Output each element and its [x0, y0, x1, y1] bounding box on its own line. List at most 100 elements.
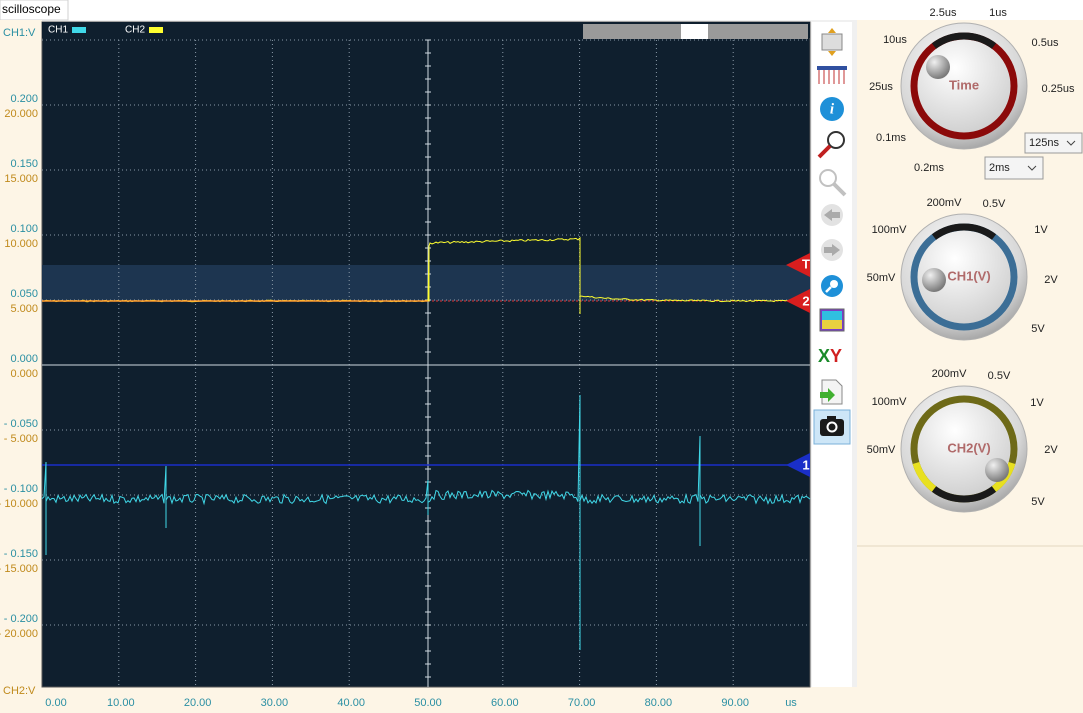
legend-swatch: [72, 27, 86, 33]
knob-title: CH1(V): [947, 268, 990, 283]
ch2-y-label: 15.000: [4, 173, 38, 185]
knob[interactable]: Time 2.5us 1us 10us 0.5us 25us 0.25us 0.1ms 0.2m…: [869, 7, 1083, 180]
color-button[interactable]: [819, 308, 845, 332]
knob-label: 0.1ms: [876, 132, 906, 144]
knob-label: 0.5V: [988, 370, 1011, 382]
x-label: 90.00: [721, 697, 749, 709]
knob-label: 25us: [869, 81, 893, 93]
ch1-y-label: 0.150: [10, 158, 38, 170]
marker-label: 2: [802, 293, 809, 308]
svg-text:Y: Y: [830, 346, 842, 366]
marker-label: T: [802, 256, 810, 271]
legend-ch2: CH2: [125, 25, 145, 36]
forward-button[interactable]: [821, 239, 843, 261]
ch2-y-label: - 20.000: [0, 628, 38, 640]
scroll-thumb[interactable]: [681, 24, 708, 39]
dropdown[interactable]: 125ns: [1024, 132, 1083, 154]
dropdown-arrow: [1066, 140, 1076, 146]
trigger-band: [42, 265, 810, 301]
knob-label: 200mV: [932, 368, 968, 380]
fit-button[interactable]: [821, 28, 843, 56]
ch2-y-label: 5.000: [10, 303, 38, 315]
ch1-marker[interactable]: 1: [786, 453, 810, 477]
axis-panel: [0, 20, 42, 713]
dropdown[interactable]: 2ms: [984, 156, 1044, 180]
knob-label: 5V: [1031, 496, 1045, 508]
x-axis-panel: [0, 687, 857, 713]
knob-indicator: [985, 458, 1009, 482]
zoom-in-button[interactable]: [817, 131, 845, 159]
knob-ring-active: [912, 461, 937, 492]
knob-label: 200mV: [927, 197, 963, 209]
dropdown-value: 125ns: [1029, 137, 1059, 149]
ch1-y-label: 0.200: [10, 93, 38, 105]
ch1-y-label: 0.100: [10, 223, 38, 235]
knob-label: 5V: [1031, 323, 1045, 335]
knob-label: 0.5V: [983, 198, 1006, 210]
tab-title: scilloscope: [2, 2, 61, 16]
dropdown-arrow: [1027, 165, 1037, 171]
ch1-y-label: - 0.200: [4, 613, 38, 625]
x-label: 0.00: [45, 697, 66, 709]
knob-title: CH2(V): [947, 440, 990, 455]
x-label: 20.00: [184, 697, 212, 709]
knob-label: 0.2ms: [914, 162, 944, 174]
x-label: 80.00: [645, 697, 673, 709]
knob-ring-dark: [931, 486, 997, 503]
x-unit: us: [785, 697, 797, 709]
ch2-y-label: 0.000: [10, 368, 38, 380]
info-button[interactable]: i: [820, 97, 844, 121]
dropdown-box: [1024, 132, 1083, 154]
knob-face: [918, 231, 1010, 323]
trigger-marker[interactable]: T: [786, 253, 810, 277]
snapshot-button[interactable]: [813, 409, 851, 445]
x-label: 40.00: [337, 697, 365, 709]
knob-label: 2V: [1044, 444, 1058, 456]
tab-bar: [0, 0, 1083, 20]
knob-label: 0.25us: [1041, 83, 1075, 95]
x-label: 70.00: [568, 697, 596, 709]
ch2-marker[interactable]: 2: [786, 289, 810, 313]
knob-ring-dark: [931, 32, 997, 49]
ch2-y-label: - 15.000: [0, 563, 38, 575]
dropdown-box: [984, 156, 1044, 180]
ch2-y-label: - 5.000: [4, 433, 38, 445]
knob-label: 50mV: [867, 272, 896, 284]
knob-label: 100mV: [872, 396, 908, 408]
legend-ch1: CH1: [48, 25, 68, 36]
knob[interactable]: CH1(V) 200mV 0.5V 100mV 1V 50mV 2V 5V: [867, 197, 1059, 341]
dropdown-value: 2ms: [989, 162, 1010, 174]
knob-label: 10us: [883, 34, 907, 46]
knobs: Time 2.5us 1us 10us 0.5us 25us 0.25us 0.1ms 0.2m…: [867, 7, 1083, 513]
ch2-axis-title: CH2:V: [3, 685, 36, 697]
knob-label: 2.5us: [930, 7, 957, 19]
svg-text:X: X: [818, 346, 830, 366]
knob-label: 50mV: [867, 444, 896, 456]
x-label: 60.00: [491, 697, 519, 709]
x-label: 10.00: [107, 697, 135, 709]
back-button[interactable]: [821, 204, 843, 226]
ch2-y-label: 10.000: [4, 238, 38, 250]
ch2-y-label: - 10.000: [0, 498, 38, 510]
knob-label: 0.5us: [1032, 37, 1059, 49]
ch1-y-label: - 0.150: [4, 548, 38, 560]
knob-label: 1V: [1030, 397, 1044, 409]
ruler-button[interactable]: [817, 66, 847, 84]
ch1-y-label: - 0.100: [4, 483, 38, 495]
knob-label: 2V: [1044, 274, 1058, 286]
legend-swatch: [149, 27, 163, 33]
ch1-y-label: - 0.050: [4, 418, 38, 430]
svg-text:i: i: [830, 101, 835, 117]
ch1-y-label: 0.050: [10, 288, 38, 300]
knob[interactable]: CH2(V) 200mV 0.5V 100mV 1V 50mV 2V 5V: [867, 368, 1059, 513]
ch1-trace: [41, 394, 811, 650]
search-button[interactable]: [821, 275, 843, 297]
knob-indicator: [922, 268, 946, 292]
marker-label: 1: [802, 457, 809, 472]
ch1-y-label: 0.000: [10, 353, 38, 365]
export-button[interactable]: [820, 379, 843, 405]
ch2-y-label: 20.000: [4, 108, 38, 120]
zoom-out-button[interactable]: [819, 169, 847, 197]
